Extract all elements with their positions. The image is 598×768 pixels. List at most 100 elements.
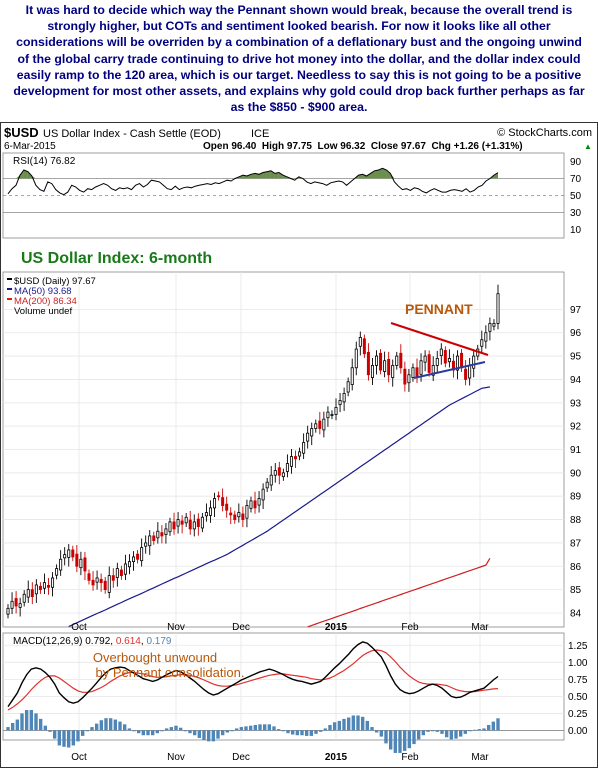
- rsi-overbought-fill: [374, 170, 379, 179]
- price-candle: [379, 352, 383, 371]
- price-candle: [439, 348, 443, 357]
- macd-histogram-bar: [374, 730, 379, 733]
- price-candle: [387, 358, 391, 376]
- price-candle: [111, 575, 115, 581]
- price-candle: [196, 518, 200, 527]
- x-axis-label: Mar: [471, 622, 489, 633]
- macd-histogram-bar: [337, 720, 342, 731]
- price-candle: [407, 374, 411, 384]
- price-candle: [366, 351, 370, 376]
- x-axis-label: 2015: [325, 752, 348, 763]
- price-tick-label: 92: [570, 422, 582, 433]
- rsi-overbought-fill: [382, 168, 387, 179]
- rsi-overbought-fill: [266, 170, 271, 179]
- price-candle: [253, 500, 257, 509]
- macd-histogram-bar: [426, 730, 430, 732]
- price-candle: [277, 467, 281, 476]
- price-candle: [314, 423, 318, 429]
- macd-histogram-bar: [276, 729, 281, 731]
- price-candle: [123, 563, 127, 575]
- price-candle: [34, 584, 38, 595]
- price-candle: [192, 521, 196, 530]
- rsi-overbought-fill: [378, 168, 383, 179]
- x-axis-label: Oct: [71, 752, 87, 763]
- price-candle: [71, 549, 75, 558]
- price-candle: [6, 607, 10, 615]
- macd-histogram-bar: [314, 730, 318, 734]
- macd-histogram-bar: [104, 718, 108, 731]
- macd-histogram-bar: [356, 715, 360, 731]
- macd-panel: 1.25 1.00 0.75 0.50 0.25 0.00 MACD(12,26,9) 0…: [2, 632, 588, 753]
- price-candle: [269, 474, 273, 486]
- price-candle: [318, 420, 322, 429]
- price-candle: [358, 336, 362, 347]
- price-candle: [160, 532, 164, 537]
- price-candle: [132, 556, 136, 563]
- price-candle: [75, 553, 79, 567]
- macd-histogram-bar: [197, 730, 202, 738]
- macd-histogram-bar: [342, 718, 346, 731]
- macd-histogram-bar: [398, 730, 402, 753]
- price-candle: [411, 367, 415, 378]
- macd-histogram-bar: [496, 718, 500, 731]
- price-candle: [46, 585, 50, 588]
- rsi-overbought-fill: [386, 170, 391, 179]
- macd-histogram-bar: [20, 713, 24, 731]
- price-candle: [350, 367, 354, 385]
- price-candle: [184, 516, 188, 524]
- price-candle: [136, 553, 140, 560]
- price-candle: [334, 407, 338, 415]
- macd-histogram-bar: [486, 725, 491, 731]
- macd-tick-label: 0.75: [568, 675, 588, 686]
- price-candle: [423, 355, 427, 363]
- pennant-bottom-line: [413, 361, 486, 379]
- macd-histogram-bar: [458, 730, 463, 737]
- macd-histogram-bar: [482, 728, 486, 731]
- macd-histogram-bar: [295, 730, 300, 736]
- macd-histogram-bar: [150, 730, 155, 736]
- price-candle: [419, 360, 423, 375]
- rsi-overbought-fill: [494, 172, 498, 179]
- legend-volume: Volume undef: [14, 306, 72, 317]
- rsi-tick-label: 10: [570, 225, 582, 236]
- macd-histogram-bar: [463, 730, 468, 734]
- macd-histogram-bar: [449, 730, 454, 740]
- price-candle: [63, 554, 67, 559]
- macd-histogram-bar: [71, 730, 76, 746]
- price-candle: [249, 500, 253, 509]
- price-tick-label: 95: [570, 352, 582, 363]
- x-axis-label: Mar: [471, 752, 489, 763]
- legend-price-swatch: [7, 278, 12, 280]
- signal-line: [7, 649, 499, 711]
- price-candle: [375, 355, 379, 366]
- rsi-tick-label: 70: [570, 174, 582, 185]
- price-candle: [180, 520, 184, 525]
- x-axis-label: Nov: [167, 622, 185, 633]
- macd-histogram-bar: [234, 728, 239, 731]
- macd-histogram-bar: [421, 730, 426, 736]
- price-candle: [127, 561, 131, 568]
- macd-line: [7, 641, 499, 707]
- price-tick-label: 96: [570, 328, 582, 339]
- macd-histogram-bar: [244, 726, 248, 731]
- macd-histogram-bar: [169, 727, 174, 731]
- macd-histogram-bar: [113, 719, 118, 731]
- price-candle: [241, 513, 245, 520]
- macd-histogram-bar: [118, 721, 122, 731]
- macd-histogram-bar: [164, 728, 169, 731]
- header-exchange: ICE: [251, 128, 269, 140]
- price-candle: [168, 521, 172, 533]
- price-candle: [42, 582, 46, 589]
- macd-histogram-bar: [430, 730, 435, 732]
- macd-histogram-bar: [304, 730, 309, 736]
- macd-histogram-bar: [206, 730, 211, 742]
- rsi-overbought-fill: [262, 171, 267, 179]
- price-candle: [326, 411, 330, 419]
- price-candle: [176, 519, 180, 527]
- price-tick-label: 87: [570, 538, 582, 549]
- macd-histogram-bar: [309, 730, 314, 736]
- macd-histogram-bar: [136, 730, 141, 734]
- price-candle: [338, 400, 342, 406]
- price-candle: [370, 365, 374, 378]
- macd-histogram-bar: [99, 720, 104, 731]
